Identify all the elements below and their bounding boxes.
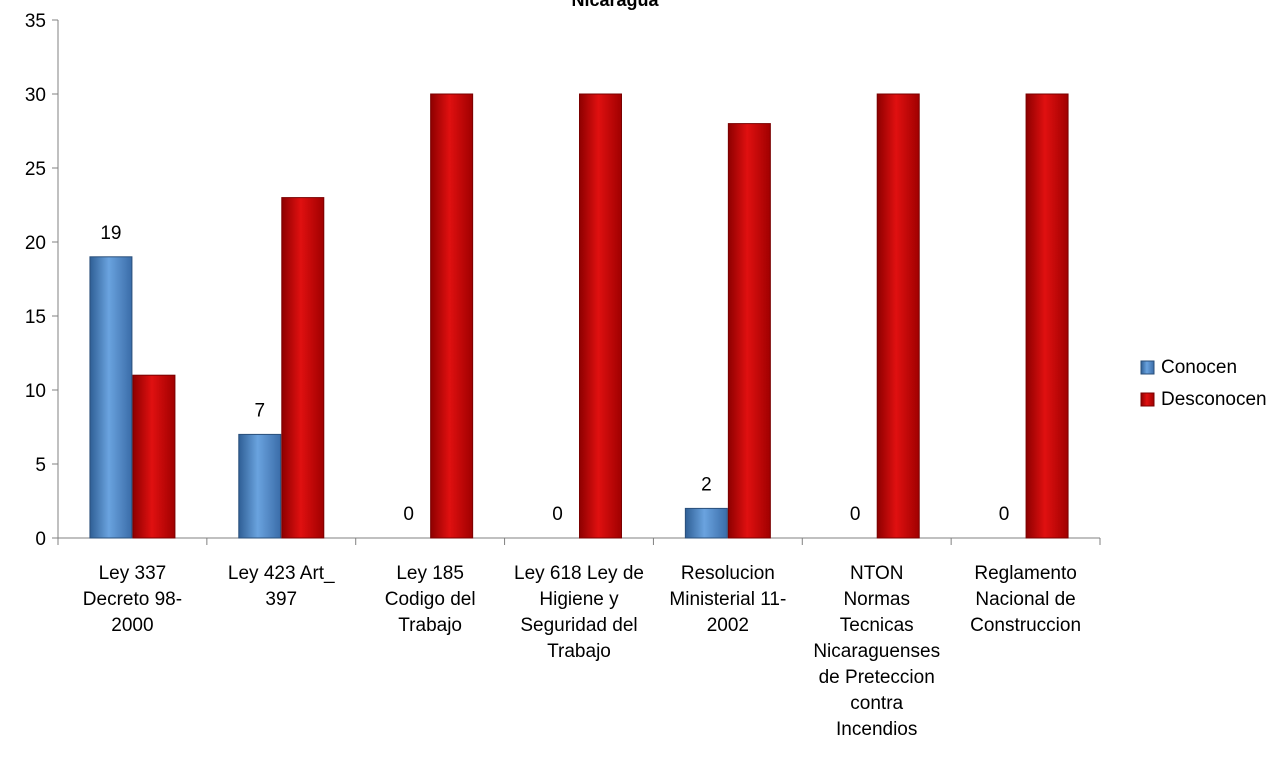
bar-desconocen [430,93,474,539]
data-label: 19 [100,223,121,244]
category-label: Ley 337 Decreto 98-2000 [83,563,182,636]
chart-data-labels: 19 7 0 0 2 0 0 [100,223,1009,525]
category-label: Ley 423 Art_ 397 [228,563,335,610]
category-label: NTON Normas Tecnicas Nicaraguenses de Pretec… [813,563,940,740]
y-tick-label: 25 [25,159,46,180]
bar-desconocen [876,93,920,539]
chart-bars [89,93,1069,539]
bar-desconocen [727,123,771,539]
chart-category-labels: Ley 337 Decreto 98-2000 Ley 423 Art_ 397 Ley… [83,563,1081,740]
data-label: 0 [850,504,861,525]
legend-label: Desconocen [1161,389,1267,410]
data-label: 0 [403,504,414,525]
y-tick-label: 35 [25,11,46,32]
y-tick-label: 5 [35,455,46,476]
bar-conocen [89,256,133,539]
y-tick-label: 20 [25,233,46,254]
data-label: 0 [552,504,563,525]
legend-label: Conocen [1161,357,1237,378]
data-label: 7 [254,400,265,421]
data-label: 0 [999,504,1010,525]
bar-desconocen [281,197,325,539]
y-tick-label: 10 [25,381,46,402]
category-label: Ley 618 Ley de Higiene y Seguridad del Trab… [514,563,644,662]
bar-desconocen [1025,93,1069,539]
bar-conocen [238,433,282,539]
legend-swatch-conocen [1140,360,1155,375]
bar-conocen [684,507,728,539]
chart-title: Nicaragua [571,0,659,10]
category-label: Ley 185 Codigo del Trabajo [385,563,476,636]
category-label: Resolucion Ministerial 11-2002 [669,563,786,636]
category-label: Reglamento Nacional de Construccion [970,563,1081,636]
y-tick-label: 0 [35,529,46,550]
legend-swatch-desconocen [1140,392,1155,407]
chart-legend: Conocen Desconocen [1140,357,1267,410]
bar-desconocen [132,374,176,539]
data-label: 2 [701,474,712,495]
bar-desconocen [579,93,622,539]
y-tick-label: 15 [25,307,46,328]
y-tick-label: 30 [25,85,46,106]
